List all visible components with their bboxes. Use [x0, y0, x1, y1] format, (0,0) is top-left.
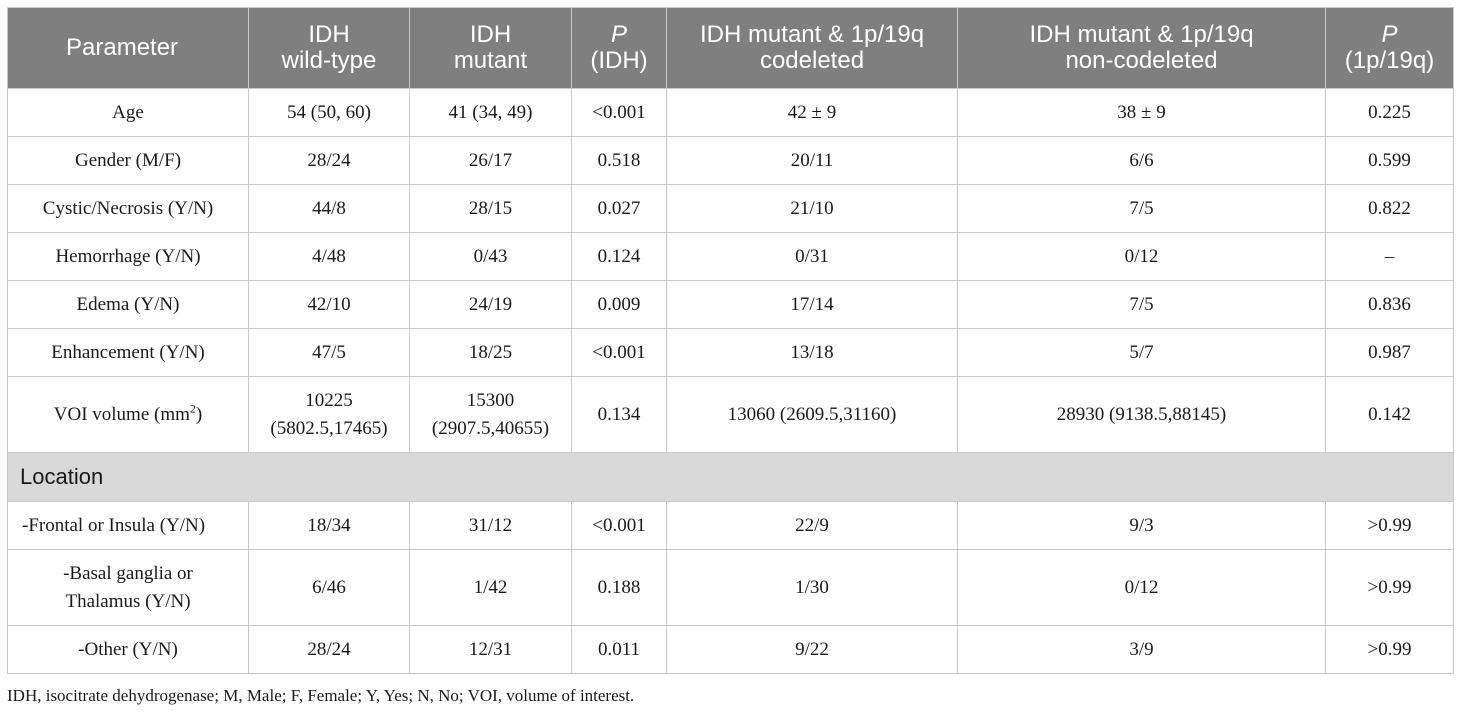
- header-non-codeleted: IDH mutant & 1p/19q non-codeleted: [957, 7, 1326, 89]
- cell-non-codeleted: 0/12: [957, 549, 1326, 626]
- header-row: Parameter IDH wild-type IDH mutant P (IDH) …: [7, 7, 1454, 89]
- cell-parameter: -Other (Y/N): [7, 625, 249, 674]
- cell-p-idh: 0.188: [571, 549, 667, 626]
- cell-idh-wild-type: 28/24: [248, 136, 410, 185]
- cell-parameter: -Frontal or Insula (Y/N): [7, 501, 249, 550]
- cell-parameter: -Basal ganglia or Thalamus (Y/N): [7, 549, 249, 626]
- cell-idh-mutant: 0/43: [409, 232, 572, 281]
- cell-idh-wild-type: 6/46: [248, 549, 410, 626]
- cell-non-codeleted: 38 ± 9: [957, 88, 1326, 137]
- cell-p-idh: 0.011: [571, 625, 667, 674]
- cell-idh-mutant: 1/42: [409, 549, 572, 626]
- cell-p-idh: 0.134: [571, 376, 667, 453]
- cell-codeleted: 9/22: [666, 625, 958, 674]
- table-row: Edema (Y/N) 42/10 24/19 0.009 17/14 7/5 …: [7, 280, 1454, 329]
- table-row: -Other (Y/N) 28/24 12/31 0.011 9/22 3/9 …: [7, 625, 1454, 674]
- cell-p-1p19q: 0.225: [1325, 88, 1454, 137]
- table-row: Gender (M/F) 28/24 26/17 0.518 20/11 6/6…: [7, 136, 1454, 185]
- cell-p-1p19q: >0.99: [1325, 625, 1454, 674]
- cell-idh-wild-type: 47/5: [248, 328, 410, 377]
- cell-non-codeleted: 7/5: [957, 280, 1326, 329]
- cell-parameter: Edema (Y/N): [7, 280, 249, 329]
- header-idh-mutant: IDH mutant: [409, 7, 572, 89]
- cell-p-1p19q: 0.142: [1325, 376, 1454, 453]
- cell-codeleted: 20/11: [666, 136, 958, 185]
- cell-p-idh: <0.001: [571, 328, 667, 377]
- cell-p-1p19q: –: [1325, 232, 1454, 281]
- cell-parameter: VOI volume (mm2): [7, 376, 249, 453]
- cell-idh-wild-type: 28/24: [248, 625, 410, 674]
- header-p-idh: P (IDH): [571, 7, 667, 89]
- cell-parameter: Hemorrhage (Y/N): [7, 232, 249, 281]
- table-row: Hemorrhage (Y/N) 4/48 0/43 0.124 0/31 0/…: [7, 232, 1454, 281]
- cell-non-codeleted: 9/3: [957, 501, 1326, 550]
- cell-codeleted: 21/10: [666, 184, 958, 233]
- cell-codeleted: 42 ± 9: [666, 88, 958, 137]
- cell-parameter: Age: [7, 88, 249, 137]
- cell-parameter: Gender (M/F): [7, 136, 249, 185]
- cell-p-1p19q: 0.987: [1325, 328, 1454, 377]
- cell-codeleted: 17/14: [666, 280, 958, 329]
- cell-idh-wild-type: 18/34: [248, 501, 410, 550]
- cell-non-codeleted: 28930 (9138.5,88145): [957, 376, 1326, 453]
- table-row: Cystic/Necrosis (Y/N) 44/8 28/15 0.027 2…: [7, 184, 1454, 233]
- cell-idh-wild-type: 44/8: [248, 184, 410, 233]
- cell-idh-wild-type: 54 (50, 60): [248, 88, 410, 137]
- cell-non-codeleted: 5/7: [957, 328, 1326, 377]
- table-row: -Basal ganglia or Thalamus (Y/N) 6/46 1/4…: [7, 549, 1454, 626]
- table-row: Age 54 (50, 60) 41 (34, 49) <0.001 42 ± …: [7, 88, 1454, 137]
- table-row-voi-volume: VOI volume (mm2) 10225 (5802.5,17465) 153…: [7, 376, 1454, 453]
- cell-idh-mutant: 12/31: [409, 625, 572, 674]
- data-table: Parameter IDH wild-type IDH mutant P (IDH) …: [7, 7, 1454, 674]
- cell-p-1p19q: 0.822: [1325, 184, 1454, 233]
- cell-p-1p19q: >0.99: [1325, 549, 1454, 626]
- header-p-1p19q: P (1p/19q): [1325, 7, 1454, 89]
- cell-idh-mutant: 41 (34, 49): [409, 88, 572, 137]
- table-footnote: IDH, isocitrate dehydrogenase; M, Male; …: [7, 686, 635, 705]
- cell-non-codeleted: 7/5: [957, 184, 1326, 233]
- cell-idh-mutant: 31/12: [409, 501, 572, 550]
- cell-p-idh: 0.518: [571, 136, 667, 185]
- cell-p-1p19q: >0.99: [1325, 501, 1454, 550]
- cell-p-1p19q: 0.836: [1325, 280, 1454, 329]
- section-row-location: Location: [7, 452, 1454, 502]
- table-row: Enhancement (Y/N) 47/5 18/25 <0.001 13/1…: [7, 328, 1454, 377]
- cell-parameter: Enhancement (Y/N): [7, 328, 249, 377]
- cell-idh-wild-type: 4/48: [248, 232, 410, 281]
- table-row: -Frontal or Insula (Y/N) 18/34 31/12 <0.…: [7, 501, 1454, 550]
- cell-idh-mutant: 18/25: [409, 328, 572, 377]
- header-idh-wild-type: IDH wild-type: [248, 7, 410, 89]
- cell-p-1p19q: 0.599: [1325, 136, 1454, 185]
- cell-non-codeleted: 3/9: [957, 625, 1326, 674]
- cell-idh-mutant: 24/19: [409, 280, 572, 329]
- cell-codeleted: 13060 (2609.5,31160): [666, 376, 958, 453]
- cell-codeleted: 0/31: [666, 232, 958, 281]
- cell-codeleted: 13/18: [666, 328, 958, 377]
- cell-p-idh: <0.001: [571, 501, 667, 550]
- cell-p-idh: 0.124: [571, 232, 667, 281]
- cell-codeleted: 22/9: [666, 501, 958, 550]
- header-codeleted: IDH mutant & 1p/19q codeleted: [666, 7, 958, 89]
- section-label: Location: [7, 452, 1454, 502]
- header-parameter: Parameter: [7, 7, 249, 89]
- cell-p-idh: <0.001: [571, 88, 667, 137]
- cell-parameter: Cystic/Necrosis (Y/N): [7, 184, 249, 233]
- cell-idh-mutant: 28/15: [409, 184, 572, 233]
- cell-non-codeleted: 6/6: [957, 136, 1326, 185]
- table-container: Parameter IDH wild-type IDH mutant P (IDH) …: [7, 7, 1454, 674]
- cell-idh-wild-type: 42/10: [248, 280, 410, 329]
- cell-non-codeleted: 0/12: [957, 232, 1326, 281]
- cell-idh-mutant: 15300 (2907.5,40655): [409, 376, 572, 453]
- cell-p-idh: 0.027: [571, 184, 667, 233]
- cell-p-idh: 0.009: [571, 280, 667, 329]
- cell-codeleted: 1/30: [666, 549, 958, 626]
- cell-idh-mutant: 26/17: [409, 136, 572, 185]
- cell-idh-wild-type: 10225 (5802.5,17465): [248, 376, 410, 453]
